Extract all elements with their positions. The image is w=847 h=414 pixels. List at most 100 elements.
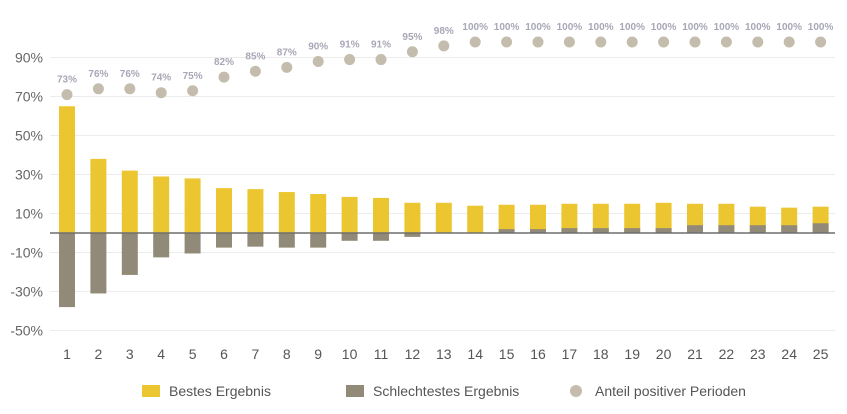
point-label: 100% (776, 22, 802, 33)
bar-worst (749, 225, 766, 233)
bar-worst (498, 229, 515, 233)
bar-best (90, 158, 107, 233)
points: 73% 76% 76% 74% 75% 82% 85% 87% 90% 91% 91% 95% 98% 1… (57, 22, 834, 101)
legend-label: Schlechtestes Ergebnis (373, 383, 519, 399)
bar-best (121, 170, 138, 233)
bar-worst (373, 233, 389, 241)
x-tick-label: 5 (189, 346, 197, 362)
bar-best (467, 205, 484, 233)
bar-worst (341, 233, 358, 241)
point-label: 100% (619, 22, 645, 33)
bar-worst (278, 233, 295, 248)
bar-worst (247, 233, 264, 247)
x-tick-label: 19 (624, 346, 640, 362)
bar-best (310, 194, 327, 233)
point-positive-share (595, 36, 607, 48)
legend-item-best: Bestes Ergebnis (142, 383, 271, 399)
point-positive-share (501, 36, 513, 48)
point-label: 100% (525, 22, 551, 33)
y-tick-label: 10% (15, 206, 43, 222)
x-tick-label: 2 (95, 346, 103, 362)
bars (59, 106, 829, 308)
point-label: 91% (371, 40, 391, 51)
point-label: 100% (808, 22, 834, 33)
bar-best (498, 204, 515, 233)
bar-worst (59, 233, 75, 308)
bar-best (59, 106, 75, 233)
bar-best (655, 202, 672, 233)
point-positive-share (218, 71, 230, 83)
x-tick-label: 24 (781, 346, 797, 362)
x-tick-label: 7 (252, 346, 260, 362)
point-positive-share (344, 54, 356, 66)
y-tick-label: 50% (15, 128, 43, 144)
point-positive-share (720, 36, 732, 48)
x-tick-label: 8 (283, 346, 291, 362)
point-positive-share (815, 36, 827, 48)
x-tick-label: 13 (436, 346, 452, 362)
point-positive-share (438, 40, 450, 52)
point-label: 95% (402, 32, 422, 43)
point-label: 100% (745, 22, 771, 33)
point-label: 100% (557, 22, 583, 33)
point-positive-share (469, 36, 481, 48)
x-tick-label: 14 (467, 346, 483, 362)
bar-worst (184, 233, 201, 254)
bar-best (561, 203, 578, 233)
bar-worst (310, 233, 327, 248)
point-label: 74% (151, 73, 171, 84)
point-label: 82% (214, 57, 234, 68)
y-tick-label: -10% (10, 245, 43, 261)
bar-best (404, 202, 421, 233)
point-positive-share (281, 61, 293, 73)
bar-worst (655, 228, 672, 233)
point-label: 100% (462, 22, 488, 33)
point-positive-share (249, 65, 261, 77)
point-positive-share (783, 36, 795, 48)
legend-item-worst: Schlechtestes Ergebnis (346, 383, 519, 399)
bar-worst (153, 233, 170, 258)
bar-worst (530, 229, 546, 233)
x-tick-label: 1 (63, 346, 71, 362)
point-label: 100% (651, 22, 677, 33)
x-tick-label: 9 (314, 346, 322, 362)
point-positive-share (532, 36, 544, 48)
bar-worst (624, 228, 641, 233)
point-label: 100% (682, 22, 708, 33)
point-positive-share (689, 36, 701, 48)
bar-best (373, 197, 389, 233)
point-positive-share (187, 85, 199, 97)
x-tick-label: 10 (342, 346, 358, 362)
x-tick-label: 21 (687, 346, 703, 362)
y-axis: 90% 70% 50% 30% 10% -10% -30% -50% (10, 50, 43, 339)
bar-best (530, 204, 546, 233)
bar-best (435, 202, 452, 233)
point-positive-share (406, 46, 418, 58)
point-positive-share (563, 36, 575, 48)
bar-best (247, 189, 264, 233)
y-tick-label: 30% (15, 167, 43, 183)
bar-best (341, 196, 358, 233)
bar-best (216, 188, 232, 233)
x-tick-label: 16 (530, 346, 546, 362)
bar-best (624, 203, 641, 233)
point-label: 98% (434, 26, 454, 37)
bar-worst (121, 233, 138, 275)
x-tick-label: 25 (813, 346, 829, 362)
point-positive-share (312, 56, 324, 67)
x-tick-label: 20 (656, 346, 672, 362)
x-tick-label: 3 (126, 346, 134, 362)
bar-worst (90, 233, 107, 294)
x-axis: 1 2 3 4 5 6 7 8 9 10 11 12 13 14 15 16 17 18 19 20 21 22 23 24 2… (63, 346, 828, 362)
point-label: 85% (245, 51, 265, 62)
point-label: 100% (714, 22, 740, 33)
point-positive-share (752, 36, 764, 48)
legend-swatch (142, 385, 160, 397)
x-tick-label: 12 (405, 346, 421, 362)
bar-worst (812, 223, 829, 233)
legend-swatch (570, 385, 582, 397)
point-label: 76% (120, 69, 140, 80)
bar-worst (561, 228, 578, 233)
y-tick-label: -50% (10, 323, 43, 339)
